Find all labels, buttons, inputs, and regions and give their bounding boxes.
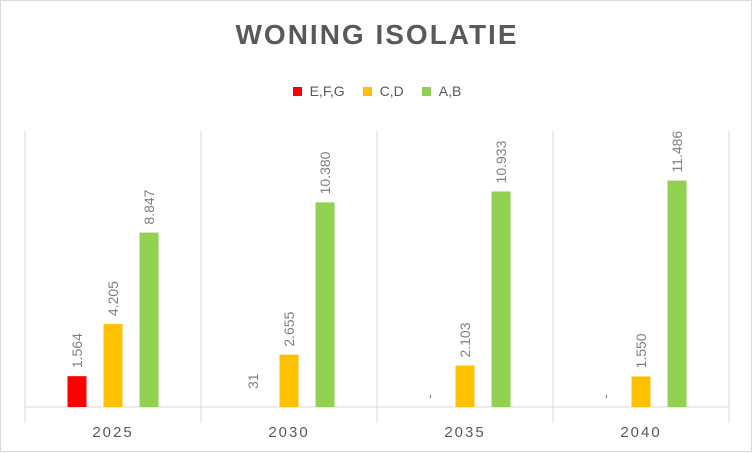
legend: E,F,G C,D A,B	[1, 83, 752, 99]
bar-cd-2040	[631, 376, 651, 407]
legend-item-cd: C,D	[362, 83, 404, 99]
data-label: 2.103	[457, 322, 473, 357]
bar-cd-2030	[279, 354, 299, 407]
bar-cd-2035	[455, 365, 475, 407]
data-label: 4.205	[105, 281, 121, 316]
bar-ab-2040	[667, 180, 687, 407]
legend-label-cd: C,D	[379, 83, 404, 99]
x-tick-label: 2035	[444, 424, 485, 441]
bar-ab-2025	[139, 232, 159, 407]
data-label: -	[597, 394, 613, 399]
legend-label-efg: E,F,G	[309, 83, 345, 99]
data-label: 1.564	[69, 333, 85, 368]
data-label: -	[421, 394, 437, 399]
legend-swatch-cd	[362, 86, 372, 96]
bar-ab-2035	[491, 191, 511, 407]
data-label: 8.847	[141, 189, 157, 224]
legend-swatch-efg	[292, 86, 302, 96]
legend-item-ab: A,B	[421, 83, 462, 99]
bar-ab-2030	[315, 202, 335, 407]
legend-item-efg: E,F,G	[292, 83, 345, 99]
x-tick-label: 2030	[268, 424, 309, 441]
bar-efg-2025	[67, 376, 87, 407]
x-tick-label: 2040	[620, 424, 661, 441]
data-label-extra: 31	[245, 373, 261, 389]
data-label: 2.655	[281, 311, 297, 346]
data-label: 10.380	[317, 151, 333, 194]
legend-swatch-ab	[421, 86, 431, 96]
data-label: 1.550	[633, 333, 649, 368]
data-label: 11.486	[669, 131, 685, 173]
x-tick-label: 2025	[92, 424, 133, 441]
data-label: 10.933	[493, 140, 509, 183]
legend-label-ab: A,B	[438, 83, 462, 99]
chart-title: WONING ISOLATIE	[235, 19, 519, 50]
bar-cd-2025	[103, 324, 123, 407]
